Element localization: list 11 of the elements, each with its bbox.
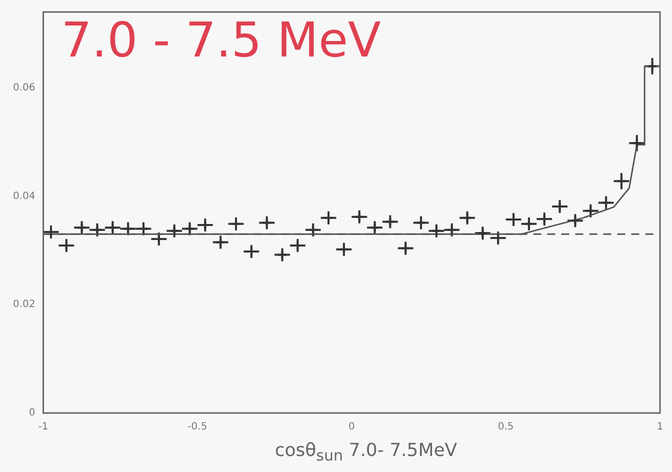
x-tick-label: 0 — [348, 422, 355, 433]
y-tick-label: 0 — [28, 408, 36, 419]
y-tick-label: 0.02 — [13, 299, 36, 310]
x-axis-title: cosθ$_{sun}$ 7.0- 7.5MeV — [274, 439, 458, 467]
y-tick-label: 0.06 — [13, 82, 36, 94]
annotation: 7.0 - 7.5 MeV — [61, 12, 381, 68]
x-tick-label: 0.5 — [498, 422, 514, 433]
x-tick-label: 1 — [656, 422, 664, 433]
x-tick-label: -1 — [38, 422, 48, 433]
y-tick-label: 0.04 — [13, 190, 36, 202]
x-tick-label: -0.5 — [188, 422, 208, 433]
